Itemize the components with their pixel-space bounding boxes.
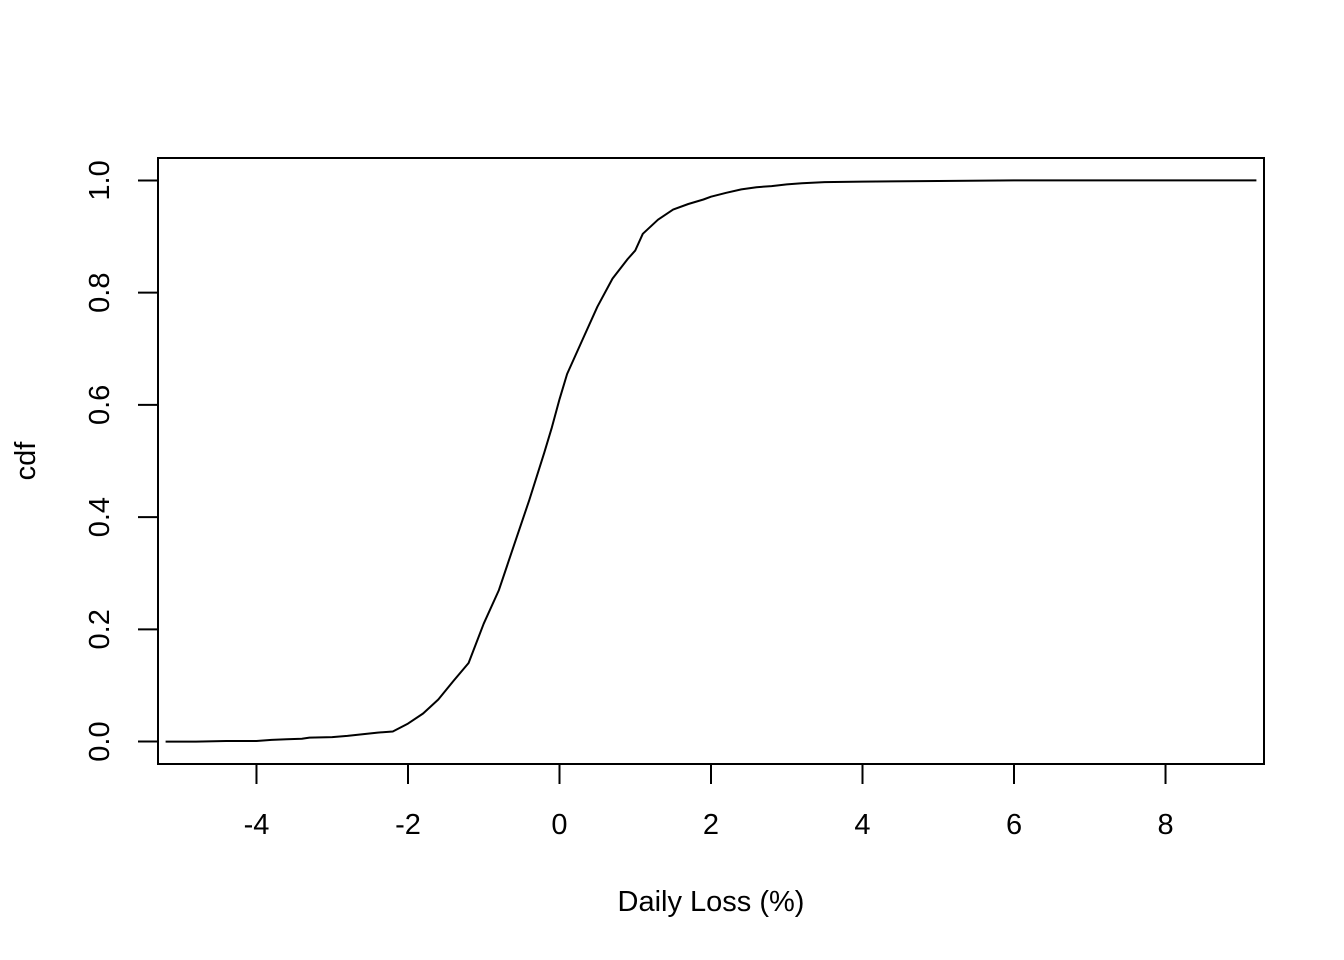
y-tick-label: 0.2 <box>84 609 116 649</box>
y-tick-label: 0.0 <box>84 721 116 761</box>
plot-box <box>157 157 1265 765</box>
x-tick-label: 0 <box>551 809 567 841</box>
x-tick-label: -2 <box>395 809 421 841</box>
y-axis-title: cdf <box>10 441 42 481</box>
x-tick-label: 6 <box>1006 809 1022 841</box>
x-axis: -4 -2 0 2 4 6 8 <box>244 763 1174 841</box>
cdf-series-line <box>165 179 1257 743</box>
series-layer <box>165 179 1257 743</box>
y-tick-label: 0.8 <box>84 273 116 313</box>
x-axis-title: Daily Loss (%) <box>618 886 805 918</box>
y-axis: 0.0 0.2 0.4 0.6 0.8 1.0 <box>84 160 159 762</box>
y-tick-label: 0.4 <box>84 497 116 537</box>
y-tick-label: 0.6 <box>84 385 116 425</box>
x-tick-label: 4 <box>854 809 870 841</box>
x-tick-label: -4 <box>244 809 270 841</box>
y-tick-label: 1.0 <box>84 160 116 200</box>
x-tick-label: 2 <box>703 809 719 841</box>
x-tick-label: 8 <box>1157 809 1173 841</box>
